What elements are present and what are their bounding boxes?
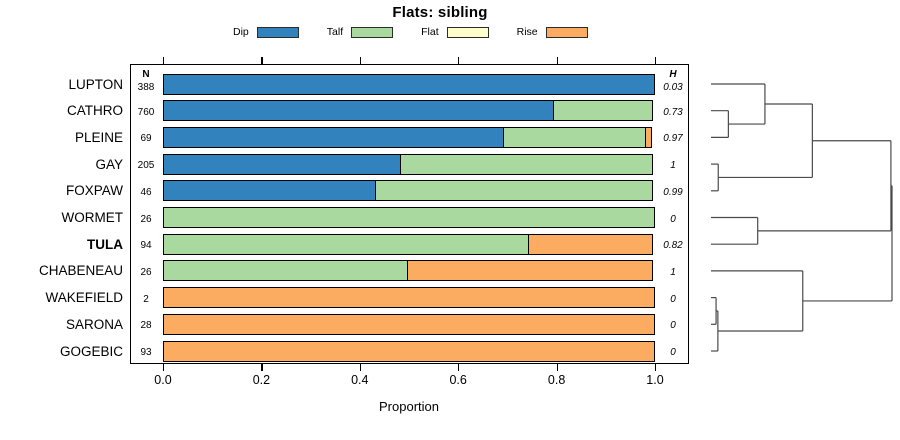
row-label-cathro: CATHRO xyxy=(67,103,123,119)
bar-segment-dip xyxy=(163,126,505,148)
row-label-gay: GAY xyxy=(95,156,123,172)
row-label-wakefield: WAKEFIELD xyxy=(45,290,123,306)
legend-swatch-dip xyxy=(256,26,299,38)
row-label-gogebic: GOGEBIC xyxy=(59,343,123,359)
bar-row xyxy=(163,207,655,228)
bar-segment-rise xyxy=(163,313,655,335)
x-axis-tick-top xyxy=(261,57,263,64)
h-value: 0.99 xyxy=(663,186,683,198)
x-axis-tick xyxy=(458,364,460,371)
bar-segment-rise xyxy=(644,126,652,148)
legend-label: Rise xyxy=(516,26,538,38)
legend-item-flat: Flat xyxy=(421,26,489,38)
x-axis-tick-top xyxy=(556,57,558,64)
row-label-chabeneau: CHABENEAU xyxy=(38,263,123,279)
x-axis-tick-label: 0.4 xyxy=(351,373,369,387)
h-column-header: H xyxy=(669,69,677,80)
bar-row xyxy=(163,153,654,175)
x-axis-tick xyxy=(359,364,361,371)
h-value: 1 xyxy=(670,160,676,172)
x-axis-tick xyxy=(655,364,657,371)
row-label-pleine: PLEINE xyxy=(74,129,123,145)
x-axis-tick-label: 1.0 xyxy=(646,373,664,387)
x-axis-tick-label: 0.2 xyxy=(252,373,271,387)
h-value: 1 xyxy=(670,266,676,278)
x-axis-tick-top xyxy=(359,57,361,64)
n-value: 69 xyxy=(140,133,152,145)
bar-row xyxy=(163,233,654,255)
legend-item-dip: Dip xyxy=(233,26,299,38)
bar-segment-talf xyxy=(503,126,647,148)
bar-segment-rise xyxy=(163,340,655,362)
legend-swatch-rise xyxy=(545,26,588,38)
legend-item-talf: Talf xyxy=(326,26,394,38)
n-value: 388 xyxy=(137,82,155,93)
bar-row xyxy=(163,73,655,95)
bar-segment-talf xyxy=(163,233,530,255)
bar-segment-talf xyxy=(374,180,654,202)
bar-row xyxy=(163,313,655,335)
legend-label: Flat xyxy=(421,26,439,38)
bar-segment-dip xyxy=(163,180,377,202)
row-label-lupton: LUPTON xyxy=(68,76,123,92)
h-value: 0 xyxy=(670,347,676,358)
bar-segment-dip xyxy=(163,73,655,95)
row-label-wormet: WORMET xyxy=(61,210,124,225)
bar-row xyxy=(163,100,654,122)
legend-swatch-talf xyxy=(351,26,394,38)
bar-row xyxy=(163,126,652,148)
chart-title: Flats: sibling xyxy=(392,4,488,21)
bar-segment-rise xyxy=(527,233,654,255)
bar-row xyxy=(163,340,655,362)
bar-segment-talf xyxy=(399,153,654,175)
bar-segment-dip xyxy=(163,100,555,122)
x-axis-tick-label: 0.6 xyxy=(449,373,467,387)
legend-swatch-flat xyxy=(446,26,489,38)
legend-label: Dip xyxy=(233,26,249,38)
bar-segment-rise xyxy=(163,287,655,309)
x-axis-tick-label: 0.0 xyxy=(154,373,172,387)
x-axis-tick-top xyxy=(655,57,657,64)
n-value: 28 xyxy=(140,320,152,332)
n-value: 93 xyxy=(140,347,152,358)
row-label-foxpaw: FOXPAW xyxy=(66,183,123,199)
h-value: 0 xyxy=(670,320,676,332)
bar-segment-talf xyxy=(163,260,409,282)
x-axis-tick xyxy=(163,364,165,371)
x-axis-title: Proportion xyxy=(379,399,439,414)
x-axis-tick xyxy=(261,364,263,371)
x-axis-tick-top xyxy=(163,57,165,64)
bar-segment-dip xyxy=(163,153,402,175)
n-value: 760 xyxy=(137,106,155,118)
x-axis-tick xyxy=(556,364,558,371)
h-value: 0.82 xyxy=(663,240,683,252)
x-axis-tick-label: 0.8 xyxy=(547,373,566,387)
h-value: 0 xyxy=(670,213,676,225)
legend-label: Talf xyxy=(326,26,344,38)
bar-row xyxy=(163,260,654,282)
bar-row xyxy=(163,180,654,202)
n-value: 94 xyxy=(140,240,152,252)
bar-segment-rise xyxy=(407,260,654,282)
n-column-header: N xyxy=(142,69,150,80)
n-value: 26 xyxy=(140,266,152,278)
h-value: 0.03 xyxy=(663,82,683,93)
h-value: 0 xyxy=(670,293,676,305)
bar-segment-talf xyxy=(552,100,654,122)
h-value: 0.73 xyxy=(663,106,683,118)
h-value: 0.97 xyxy=(663,133,683,145)
legend: Dip Talf Flat Rise xyxy=(233,26,588,38)
n-value: 205 xyxy=(137,160,155,172)
x-axis-tick-top xyxy=(458,57,460,64)
row-label-tula: TULA xyxy=(87,236,123,252)
n-value: 26 xyxy=(140,213,152,225)
legend-item-rise: Rise xyxy=(517,26,588,38)
row-label-sarona: SARONA xyxy=(65,316,123,332)
bar-row xyxy=(163,287,655,309)
n-value: 46 xyxy=(140,186,152,198)
bar-segment-talf xyxy=(163,207,655,228)
n-value: 2 xyxy=(143,293,149,305)
